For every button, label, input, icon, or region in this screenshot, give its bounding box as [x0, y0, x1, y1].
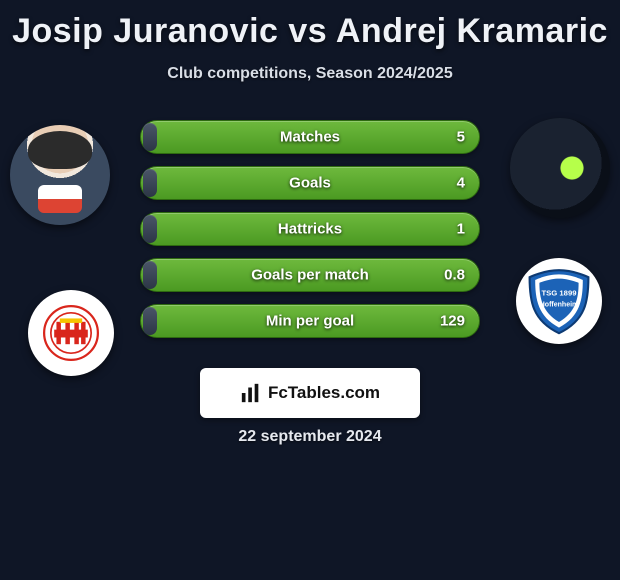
stat-value: 0.8	[444, 267, 465, 284]
fctables-logo-icon	[240, 382, 262, 404]
stat-row-matches: Matches 5	[140, 120, 480, 154]
svg-text:Hoffenheim: Hoffenheim	[540, 302, 579, 309]
stat-fill	[143, 261, 157, 289]
stat-label: Goals per match	[251, 267, 369, 284]
stats-container: Matches 5 Goals 4 Hattricks 1 Goals per …	[140, 120, 480, 350]
union-berlin-crest-icon	[43, 305, 99, 361]
stat-row-min-per-goal: Min per goal 129	[140, 304, 480, 338]
player-right-avatar-art	[510, 118, 610, 218]
club-right-badge: TSG 1899 Hoffenheim	[516, 258, 602, 344]
player-left-avatar	[10, 125, 110, 225]
page-subtitle: Club competitions, Season 2024/2025	[0, 65, 620, 83]
club-left-badge	[28, 290, 114, 376]
svg-text:TSG 1899: TSG 1899	[541, 288, 576, 297]
stat-fill	[143, 215, 157, 243]
date-label: 22 september 2024	[0, 428, 620, 446]
page-title: Josip Juranovic vs Andrej Kramaric	[0, 0, 620, 51]
stat-fill	[143, 123, 157, 151]
stat-value: 4	[457, 175, 465, 192]
stat-row-goals: Goals 4	[140, 166, 480, 200]
stat-value: 1	[457, 221, 465, 238]
hoffenheim-crest-icon: TSG 1899 Hoffenheim	[524, 266, 594, 336]
stat-row-goals-per-match: Goals per match 0.8	[140, 258, 480, 292]
player-left-avatar-art	[10, 125, 110, 225]
stat-label: Matches	[280, 129, 340, 146]
stat-value: 5	[457, 129, 465, 146]
branding-label: FcTables.com	[268, 383, 380, 403]
stat-fill	[143, 169, 157, 197]
stat-label: Min per goal	[266, 313, 354, 330]
stat-label: Hattricks	[278, 221, 342, 238]
stat-label: Goals	[289, 175, 331, 192]
player-right-avatar	[510, 118, 610, 218]
stat-value: 129	[440, 313, 465, 330]
stat-fill	[143, 307, 157, 335]
stat-row-hattricks: Hattricks 1	[140, 212, 480, 246]
branding-box: FcTables.com	[200, 368, 420, 418]
